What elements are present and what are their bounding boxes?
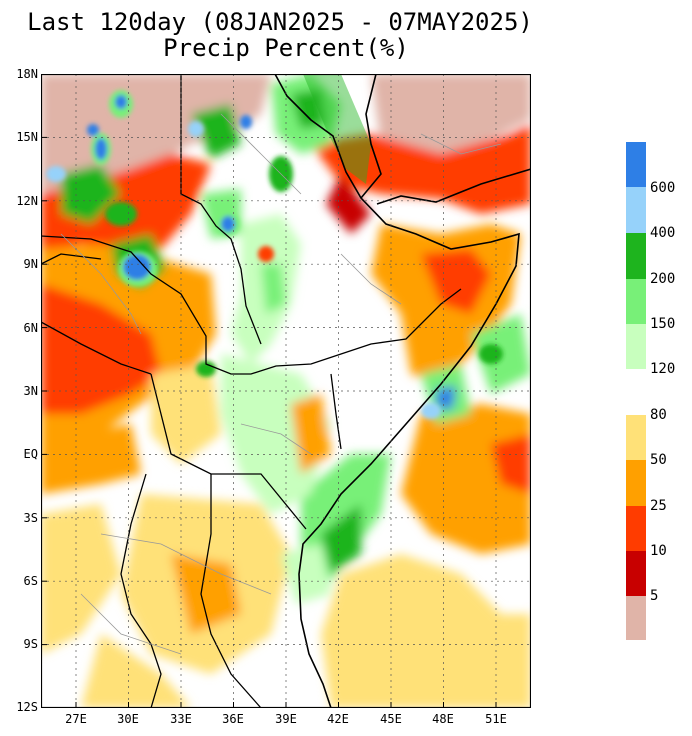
colorbar-label: 600 bbox=[650, 180, 676, 196]
lat-label: 6N bbox=[23, 321, 38, 335]
admin-borders bbox=[60, 113, 502, 655]
precip-map bbox=[41, 74, 531, 708]
map-title: Last 120day (08JAN2025 - 07MAY2025) bbox=[27, 8, 533, 36]
country-borders bbox=[41, 74, 462, 708]
precip-field bbox=[41, 74, 531, 708]
colorbar-label: 5 bbox=[650, 588, 659, 604]
cbar-swatch-80-120 bbox=[626, 369, 646, 415]
lon-label: 39E bbox=[275, 712, 297, 726]
color-bar bbox=[626, 142, 646, 640]
lat-label: 9S bbox=[23, 637, 38, 651]
lat-label: 9N bbox=[23, 257, 38, 271]
lon-label: 33E bbox=[170, 712, 192, 726]
colorbar-label: 50 bbox=[650, 452, 667, 468]
lat-label: 15N bbox=[16, 130, 38, 144]
map-subtitle: Precip Percent(%) bbox=[163, 34, 409, 62]
lat-label: 12S bbox=[16, 700, 38, 714]
colorbar-label: 80 bbox=[650, 407, 667, 423]
precip-highs bbox=[46, 90, 503, 419]
lon-label: 48E bbox=[432, 712, 454, 726]
lat-label: 3N bbox=[23, 384, 38, 398]
lat-label: 6S bbox=[23, 574, 38, 588]
lon-label: 45E bbox=[380, 712, 402, 726]
cbar-swatch-200-400 bbox=[626, 233, 646, 279]
colorbar-label: 400 bbox=[650, 225, 676, 241]
cbar-swatch-10-25 bbox=[626, 506, 646, 551]
cbar-swatch-below5 bbox=[626, 596, 646, 640]
lat-label: 18N bbox=[16, 67, 38, 81]
cbar-swatch-50-80 bbox=[626, 415, 646, 460]
colorbar-label: 150 bbox=[650, 316, 676, 332]
lat-label: 3S bbox=[23, 511, 38, 525]
cbar-swatch-5-10 bbox=[626, 551, 646, 596]
colorbar-label: 200 bbox=[650, 271, 676, 287]
grid bbox=[41, 74, 531, 708]
cbar-swatch-600plus bbox=[626, 142, 646, 187]
cbar-swatch-120-150 bbox=[626, 324, 646, 369]
lat-label: 12N bbox=[16, 194, 38, 208]
lon-label: 51E bbox=[485, 712, 507, 726]
colorbar-label: 10 bbox=[650, 543, 667, 559]
lon-label: 36E bbox=[222, 712, 244, 726]
cbar-swatch-400-600 bbox=[626, 187, 646, 233]
lat-label: EQ bbox=[23, 447, 38, 461]
red-sea bbox=[303, 74, 371, 184]
colorbar-label: 120 bbox=[650, 361, 676, 377]
colorbar-label: 25 bbox=[650, 498, 667, 514]
lon-label: 30E bbox=[117, 712, 139, 726]
cbar-swatch-25-50 bbox=[626, 460, 646, 506]
ticks bbox=[41, 136, 497, 708]
lon-label: 42E bbox=[327, 712, 349, 726]
cbar-swatch-150-200 bbox=[626, 279, 646, 324]
lon-label: 27E bbox=[65, 712, 87, 726]
